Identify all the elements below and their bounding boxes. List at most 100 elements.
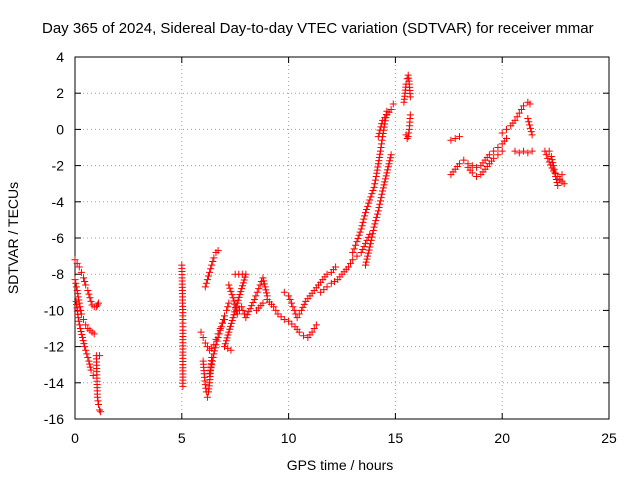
data-point [447,136,455,144]
data-point [75,317,83,325]
data-point [376,197,384,205]
data-point [243,311,251,319]
data-point [237,288,245,296]
data-point [208,361,216,369]
data-point [80,274,88,282]
data-point [242,270,250,278]
data-point [377,144,385,151]
data-point [374,133,382,141]
data-point [205,272,212,280]
y-tick-label: -12 [44,339,64,355]
data-point [468,162,476,170]
y-tick-label: -6 [52,230,65,246]
data-point [494,144,502,151]
y-tick-label: 2 [56,85,64,101]
data-point [72,283,80,291]
data-point [214,334,222,342]
data-point [236,290,244,298]
data-point [404,133,412,141]
data-point [554,182,562,190]
data-point [248,302,256,310]
data-point [384,163,392,171]
data-point [327,279,335,287]
data-point [259,299,267,307]
data-point [80,340,88,348]
data-point [371,176,379,184]
x-tick-label: 20 [494,430,510,446]
data-point [378,136,386,144]
data-point [245,308,253,316]
data-point [239,279,247,287]
data-point [252,292,260,300]
data-point [366,196,374,204]
data-point [358,222,366,230]
data-point [259,274,267,282]
data-point [367,236,375,244]
data-point [232,305,240,313]
data-point [223,306,231,314]
data-point [300,332,308,340]
data-point [374,160,382,168]
data-point [84,286,92,294]
data-point [375,157,383,165]
data-point [386,157,394,165]
data-point [211,344,219,352]
data-point [201,381,209,389]
data-point [86,363,94,371]
data-point [356,228,364,236]
data-point [199,334,207,342]
data-point [515,109,523,117]
y-tick-label: -10 [44,302,64,318]
data-point [96,352,104,360]
data-point [221,312,229,320]
data-point [90,330,98,338]
data-point [473,163,481,171]
data-point [373,169,381,177]
data-point [262,286,270,294]
data-point [378,140,386,148]
data-point [80,315,88,323]
data-point [363,255,371,263]
data-point [520,147,528,155]
data-point [238,285,246,293]
data-point [208,261,216,269]
data-point [212,341,220,349]
data-point [406,111,414,119]
data-point [545,147,553,155]
data-point [280,315,288,323]
data-point [201,283,209,291]
data-point [203,276,211,284]
data-point [353,252,361,260]
data-point [206,268,214,276]
data-point [179,382,187,390]
data-point [295,310,303,318]
data-point [224,303,232,311]
data-point [82,346,90,354]
data-point [344,263,352,271]
data-point [82,321,90,329]
data-point [451,134,459,142]
data-point [229,294,237,302]
data-point [380,181,388,189]
data-point [310,325,318,332]
data-point [377,194,385,202]
data-point [460,156,468,164]
data-point [556,176,564,184]
data-point [373,166,381,174]
data-point [359,218,367,226]
data-point [72,279,80,287]
data-point [238,303,246,311]
data-point [381,178,389,186]
data-point [552,172,560,180]
data-point [207,265,215,273]
data-point [286,296,294,304]
data-point [374,163,382,171]
data-point [386,154,394,162]
data-point [227,287,235,295]
data-point [295,328,303,336]
data-point [498,129,506,137]
data-point [94,401,102,409]
data-point [71,276,79,284]
data-point [360,215,368,223]
